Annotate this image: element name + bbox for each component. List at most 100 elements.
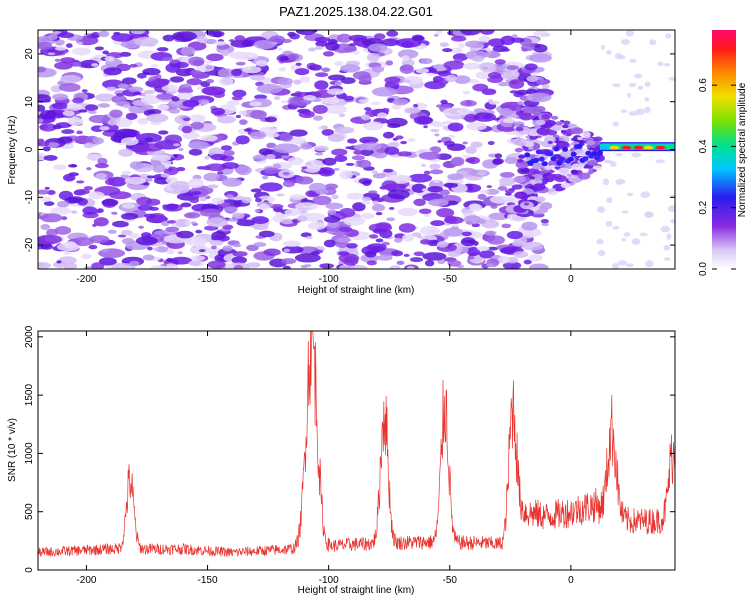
spectrogram-cell bbox=[294, 68, 310, 76]
spectrogram-cell bbox=[70, 62, 82, 67]
spectrogram-cell bbox=[200, 135, 218, 142]
spectrogram-cell bbox=[143, 89, 156, 95]
spectrogram-cell bbox=[633, 73, 643, 79]
spectrogram-cell bbox=[361, 114, 371, 121]
spectrogram-tone-peak bbox=[621, 145, 632, 150]
spectrogram-cell bbox=[432, 121, 445, 128]
spectrogram-cell bbox=[478, 62, 497, 72]
spectrogram-cell bbox=[570, 169, 579, 175]
spectrogram-cell bbox=[152, 163, 166, 173]
spectrogram-cell bbox=[546, 129, 558, 136]
spectrogram-cell bbox=[511, 34, 518, 38]
spectrogram-cell bbox=[80, 253, 92, 260]
spectrogram-cell bbox=[121, 229, 133, 236]
spectrogram-cell bbox=[620, 38, 630, 45]
spectrogram-cell bbox=[118, 148, 133, 157]
spectrogram-cell bbox=[488, 38, 506, 48]
spectrogram-cell bbox=[50, 207, 71, 215]
spectrogram-cell bbox=[203, 172, 220, 182]
spectrogram-cell bbox=[65, 43, 73, 48]
spectrogram-cell bbox=[362, 121, 384, 131]
spectrogram-cell bbox=[419, 239, 432, 245]
spectrogram-cell bbox=[188, 56, 205, 67]
spectrogram-cell bbox=[321, 125, 328, 130]
spectrogram-cell bbox=[617, 260, 628, 266]
spectrogram-cell bbox=[526, 75, 539, 82]
spectrogram-cell bbox=[120, 212, 139, 220]
spectrogram-cell bbox=[54, 58, 61, 62]
spectrogram-cell bbox=[492, 158, 503, 165]
spectrogram-cell bbox=[283, 248, 291, 253]
spectrogram-cell bbox=[277, 47, 283, 51]
spectrogram-cell bbox=[382, 131, 395, 139]
spectrogram-cell bbox=[71, 47, 91, 56]
spectrogram-cell bbox=[430, 220, 445, 227]
spectrogram-cell bbox=[195, 229, 203, 234]
spectrogram-cell bbox=[460, 237, 476, 247]
spectrogram-cell bbox=[663, 62, 671, 67]
spectrogram-cell bbox=[214, 41, 227, 46]
spectrogram-cell bbox=[479, 249, 495, 259]
spectrogram-xtick-label: -150 bbox=[198, 274, 218, 285]
spectrogram-cell bbox=[155, 246, 169, 253]
spectrogram-cell bbox=[395, 135, 404, 140]
spectrogram-cell bbox=[156, 104, 170, 111]
spectrogram-ytick-label: 20 bbox=[24, 48, 35, 60]
spectrogram-cell bbox=[504, 189, 515, 194]
spectrogram-cell bbox=[593, 165, 603, 171]
spectrogram-cell bbox=[345, 146, 351, 150]
spectrogram-cell bbox=[88, 110, 97, 114]
spectrogram-cell bbox=[385, 60, 394, 66]
spectrogram-cell bbox=[645, 211, 654, 218]
spectrogram-cell bbox=[497, 186, 508, 191]
spectrogram-cell bbox=[621, 210, 629, 214]
spectrogram-cell bbox=[254, 94, 268, 100]
spectrogram-cell bbox=[504, 157, 519, 165]
spectrogram-cell bbox=[566, 174, 572, 177]
spectrogram-cell bbox=[117, 83, 129, 89]
spectrogram-cell bbox=[188, 178, 204, 189]
spectrogram-cell bbox=[670, 218, 675, 224]
spectrogram-cell bbox=[61, 129, 75, 135]
spectrogram-cell bbox=[578, 172, 591, 180]
spectrogram-cell bbox=[339, 170, 353, 180]
spectrogram-cell bbox=[523, 202, 530, 206]
spectrogram-cell bbox=[54, 46, 67, 51]
spectrogram-cell bbox=[442, 107, 465, 117]
spectrogram-cell bbox=[591, 151, 598, 157]
spectrogram-cell bbox=[333, 167, 340, 171]
spectrogram-cell bbox=[327, 133, 345, 143]
spectrogram-cell bbox=[146, 177, 153, 182]
spectrogram-cell bbox=[282, 265, 291, 269]
snr-ytick-label: 1000 bbox=[24, 442, 35, 465]
spectrogram-cell bbox=[472, 83, 489, 92]
spectrogram-cell bbox=[567, 156, 574, 162]
spectrogram-cell bbox=[644, 81, 651, 88]
spectrogram-cell bbox=[289, 194, 306, 200]
spectrogram-cell bbox=[353, 149, 364, 155]
spectrogram-cell bbox=[207, 184, 219, 189]
spectrogram-cell bbox=[360, 148, 374, 157]
spectrogram-cell bbox=[120, 174, 129, 178]
spectrogram-cell bbox=[303, 95, 317, 101]
spectrogram-cell bbox=[639, 232, 648, 237]
spectrogram-cell bbox=[308, 47, 316, 52]
spectrogram-cell bbox=[347, 138, 358, 144]
spectrogram-cell bbox=[218, 77, 234, 86]
spectrogram-cell bbox=[319, 263, 335, 269]
spectrogram-cell bbox=[153, 247, 159, 251]
spectrogram-cell bbox=[282, 171, 290, 176]
spectrogram-cell bbox=[371, 204, 386, 212]
spectrogram-cell bbox=[111, 33, 134, 42]
spectrogram-cell bbox=[43, 154, 58, 161]
spectrogram-cell bbox=[465, 157, 476, 163]
spectrogram-cell bbox=[475, 71, 493, 80]
colorbar-axes: 0.0 0.2 0.4 0.6 bbox=[698, 78, 736, 276]
spectrogram-cell bbox=[207, 260, 226, 269]
spectrogram-cell bbox=[428, 198, 449, 207]
spectrogram-cell bbox=[321, 67, 331, 73]
spectrogram-cell bbox=[277, 77, 293, 86]
spectrogram-cell bbox=[150, 64, 159, 68]
spectrogram-cell bbox=[444, 74, 458, 83]
